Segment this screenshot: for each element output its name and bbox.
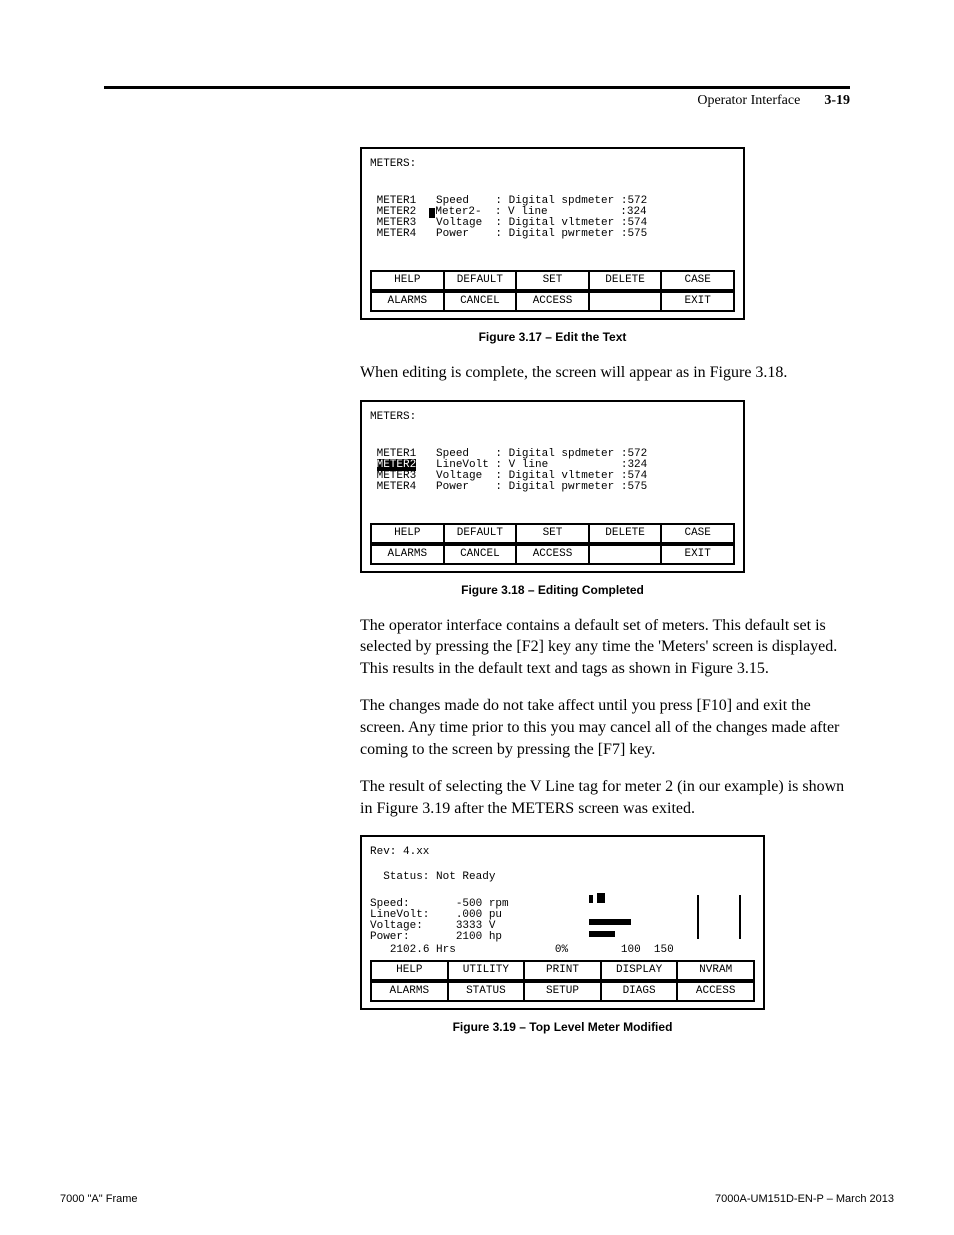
softkey-row-2: ALARMSSTATUSSETUPDIAGSACCESS bbox=[370, 981, 755, 1002]
figure-3-19-screen: Rev: 4.xx Status: Not Ready Speed: -500 … bbox=[360, 835, 765, 1010]
figure-3-18-caption: Figure 3.18 – Editing Completed bbox=[360, 583, 745, 597]
softkey-set[interactable]: SET bbox=[516, 271, 589, 290]
softkey-help[interactable]: HELP bbox=[371, 524, 444, 543]
softkey-nvram[interactable]: NVRAM bbox=[677, 961, 754, 980]
softkey-row-1: HELPDEFAULTSETDELETECASE bbox=[370, 270, 735, 291]
meter-lines: METER1 Speed : Digital spdmeter :572 MET… bbox=[370, 449, 735, 493]
gauge-marker bbox=[597, 893, 605, 903]
softkey-access[interactable]: ACCESS bbox=[516, 545, 589, 564]
softkey-diags[interactable]: DIAGS bbox=[601, 982, 678, 1001]
softkey-help[interactable]: HELP bbox=[371, 961, 448, 980]
softkey-row-2: ALARMSCANCELACCESS EXIT bbox=[370, 544, 735, 565]
figure-3-18-screen: METERS: METER1 Speed : Digital spdmeter … bbox=[360, 400, 745, 573]
figure-3-19-caption: Figure 3.19 – Top Level Meter Modified bbox=[360, 1020, 765, 1034]
paragraph: The operator interface contains a defaul… bbox=[360, 615, 850, 680]
page-footer: 7000 "A" Frame 7000A-UM151D-EN-P – March… bbox=[60, 1193, 894, 1205]
softkey-alarms[interactable]: ALARMS bbox=[371, 292, 444, 311]
softkey-delete[interactable]: DELETE bbox=[589, 524, 662, 543]
meter-readings: Speed: -500 rpm LineVolt: .000 pu Voltag… bbox=[370, 899, 509, 943]
softkey-row-1: HELPDEFAULTSETDELETECASE bbox=[370, 523, 735, 544]
readings-and-gauge: Speed: -500 rpm LineVolt: .000 pu Voltag… bbox=[370, 893, 755, 943]
figure-3-17-caption: Figure 3.17 – Edit the Text bbox=[360, 330, 745, 344]
status-line: Status: Not Ready bbox=[370, 872, 755, 883]
header-rule bbox=[104, 86, 850, 89]
softkey-default[interactable]: DEFAULT bbox=[444, 524, 517, 543]
softkey-row-2: ALARMSCANCELACCESS EXIT bbox=[370, 291, 735, 312]
softkey-exit[interactable]: EXIT bbox=[661, 292, 734, 311]
screen-title: METERS: bbox=[370, 412, 735, 423]
rev-line: Rev: 4.xx bbox=[370, 847, 755, 858]
footer-left: 7000 "A" Frame bbox=[60, 1193, 138, 1205]
gauge-tick-150 bbox=[739, 895, 741, 939]
softkey-utility[interactable]: UTILITY bbox=[448, 961, 525, 980]
content-column: METERS: METER1 Speed : Digital spdmeter … bbox=[360, 109, 850, 1034]
hours-value: 2102.6 Hrs bbox=[390, 944, 456, 956]
softkey-row-1: HELPUTILITYPRINTDISPLAYNVRAM bbox=[370, 960, 755, 981]
paragraph: When editing is complete, the screen wil… bbox=[360, 362, 850, 384]
paragraph: The result of selecting the V Line tag f… bbox=[360, 776, 850, 819]
header-page-number: 3-19 bbox=[824, 93, 850, 109]
softkey-alarms[interactable]: ALARMS bbox=[371, 982, 448, 1001]
gauge-tick-100 bbox=[697, 895, 699, 939]
footer-right: 7000A-UM151D-EN-P – March 2013 bbox=[715, 1193, 894, 1205]
bar-gauge bbox=[589, 893, 749, 943]
softkey-set[interactable]: SET bbox=[516, 524, 589, 543]
softkey-access[interactable]: ACCESS bbox=[516, 292, 589, 311]
axis-100: 100 bbox=[621, 944, 641, 956]
softkey-empty bbox=[589, 545, 662, 564]
screen-title: METERS: bbox=[370, 159, 735, 170]
header-row: Operator Interface 3-19 bbox=[104, 93, 850, 109]
softkey-status[interactable]: STATUS bbox=[448, 982, 525, 1001]
softkey-exit[interactable]: EXIT bbox=[661, 545, 734, 564]
axis-150: 150 bbox=[654, 944, 674, 956]
softkey-empty bbox=[589, 292, 662, 311]
softkey-default[interactable]: DEFAULT bbox=[444, 271, 517, 290]
softkey-case[interactable]: CASE bbox=[661, 524, 734, 543]
softkey-delete[interactable]: DELETE bbox=[589, 271, 662, 290]
softkey-alarms[interactable]: ALARMS bbox=[371, 545, 444, 564]
gauge-bar-4 bbox=[589, 931, 615, 937]
page: Operator Interface 3-19 METERS: METER1 S… bbox=[0, 0, 954, 1235]
figure-3-17-screen: METERS: METER1 Speed : Digital spdmeter … bbox=[360, 147, 745, 320]
gauge-axis-row: 2102.6 Hrs 0% 100 150 bbox=[370, 945, 755, 956]
paragraph: The changes made do not take affect unti… bbox=[360, 695, 850, 760]
softkey-case[interactable]: CASE bbox=[661, 271, 734, 290]
status-label: Status: bbox=[383, 871, 429, 883]
gauge-bar-3 bbox=[589, 919, 631, 925]
status-value: Not Ready bbox=[436, 871, 495, 883]
meter-lines: METER1 Speed : Digital spdmeter :572 MET… bbox=[370, 196, 735, 240]
softkey-access[interactable]: ACCESS bbox=[677, 982, 754, 1001]
header-section: Operator Interface bbox=[697, 93, 800, 109]
softkey-print[interactable]: PRINT bbox=[524, 961, 601, 980]
softkey-setup[interactable]: SETUP bbox=[524, 982, 601, 1001]
axis-0: 0% bbox=[555, 944, 568, 956]
softkey-cancel[interactable]: CANCEL bbox=[444, 292, 517, 311]
softkey-cancel[interactable]: CANCEL bbox=[444, 545, 517, 564]
softkey-display[interactable]: DISPLAY bbox=[601, 961, 678, 980]
gauge-bar-1 bbox=[589, 895, 593, 903]
softkey-help[interactable]: HELP bbox=[371, 271, 444, 290]
